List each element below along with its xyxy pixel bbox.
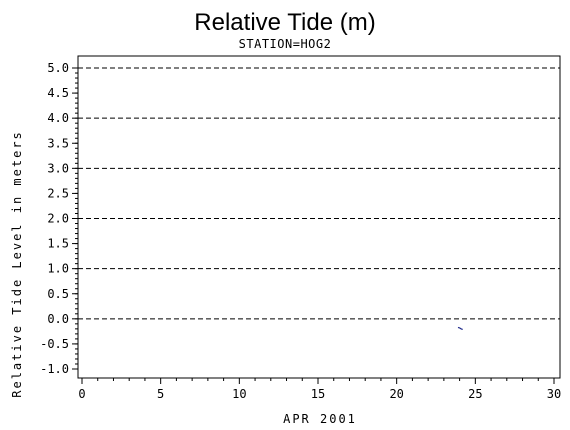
y-tick-label-7: 2.5 bbox=[47, 186, 69, 200]
y-tick-label-6: 2.0 bbox=[47, 212, 69, 226]
y-tick-label-9: 3.5 bbox=[47, 136, 69, 150]
y-axis-title: Relative Tide Level in meters bbox=[10, 130, 24, 398]
y-tick-label-1: -0.5 bbox=[40, 337, 69, 351]
x-tick-label-0: 0 bbox=[78, 387, 85, 401]
y-tick-label-2: 0.0 bbox=[47, 312, 69, 326]
tide-series-line-0 bbox=[457, 326, 463, 330]
y-tick-label-12: 5.0 bbox=[47, 61, 69, 75]
x-tick-label-6: 30 bbox=[547, 387, 561, 401]
x-axis-title: APR 2001 bbox=[283, 412, 357, 426]
x-tick-label-2: 10 bbox=[232, 387, 246, 401]
series-layer bbox=[457, 326, 463, 330]
y-tick-label-8: 3.0 bbox=[47, 161, 69, 175]
y-tick-label-3: 0.5 bbox=[47, 287, 69, 301]
plot-frame bbox=[77, 55, 561, 379]
x-tick-label-3: 15 bbox=[311, 387, 325, 401]
y-tick-label-10: 4.0 bbox=[47, 111, 69, 125]
y-tick-label-4: 1.0 bbox=[47, 262, 69, 276]
x-tick-label-4: 20 bbox=[389, 387, 403, 401]
y-tick-label-0: -1.0 bbox=[40, 362, 69, 376]
x-axis: 0 5 10 15 20 25 30 bbox=[78, 378, 561, 401]
reference-lines bbox=[78, 67, 560, 320]
y-axis: -1.0 -0.5 0.0 0.5 1.0 1.5 2.0 2.5 3.0 3.5 4.0 4.5 5.… bbox=[40, 61, 78, 376]
plot-border bbox=[77, 55, 561, 379]
x-tick-label-5: 25 bbox=[468, 387, 482, 401]
chart-title: Relative Tide (m) bbox=[194, 9, 375, 36]
y-tick-label-5: 1.5 bbox=[47, 237, 69, 251]
x-tick-label-1: 5 bbox=[157, 387, 164, 401]
y-tick-label-11: 4.5 bbox=[47, 86, 69, 100]
chart-subtitle: STATION=HOG2 bbox=[239, 37, 332, 51]
